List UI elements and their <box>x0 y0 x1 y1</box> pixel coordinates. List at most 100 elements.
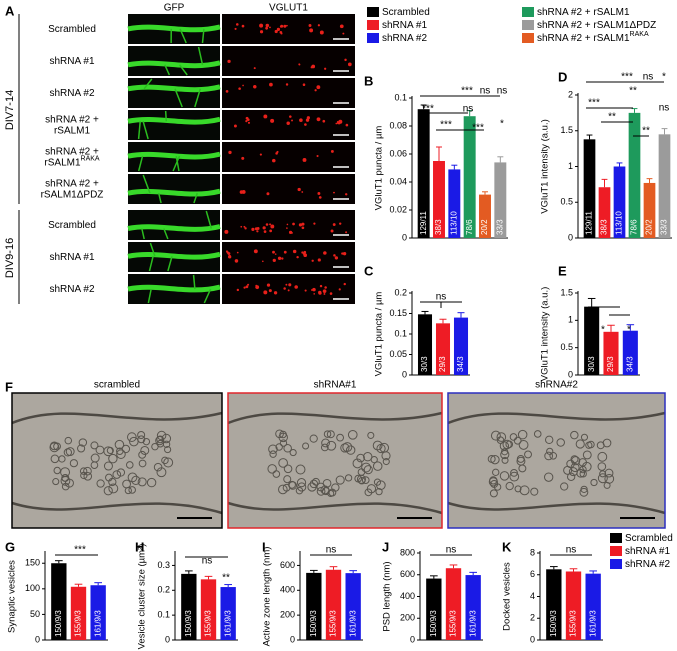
vglut1-image <box>222 110 355 140</box>
y-axis-label: Docked vesicles <box>502 562 513 631</box>
vesicle <box>279 439 288 447</box>
branch <box>157 193 162 204</box>
vesicle <box>103 486 113 496</box>
punctum <box>303 253 308 258</box>
punctum <box>301 226 305 230</box>
n-label: 129/11 <box>585 211 594 235</box>
punctum <box>333 254 336 257</box>
punctum <box>285 283 288 286</box>
legend-label: shRNA #2 + rSALM1RAKA <box>537 31 649 44</box>
punctum <box>263 290 268 295</box>
punctum <box>341 252 344 255</box>
branch <box>167 256 173 272</box>
vesicle <box>326 440 337 451</box>
vesicle <box>96 479 105 488</box>
vesicle <box>105 473 113 482</box>
row-label-text: shRNA #1 <box>49 252 94 263</box>
significance-label: * <box>601 325 605 336</box>
punctum <box>272 250 275 254</box>
vesicle <box>327 489 335 498</box>
vesicle <box>112 470 122 479</box>
vesicle <box>64 436 73 445</box>
punctum <box>286 121 290 126</box>
significance-label: *** <box>461 86 473 97</box>
vesicle <box>83 471 93 481</box>
punctum <box>324 67 327 70</box>
punctum <box>301 191 304 193</box>
vesicle <box>510 469 518 477</box>
y-tick-label: 6 <box>530 569 535 579</box>
gfp-image <box>128 78 220 108</box>
panel-label: K <box>502 539 512 554</box>
y-tick-label: 200 <box>280 610 295 620</box>
vesicle <box>52 478 60 486</box>
punctum <box>270 118 275 123</box>
vesicle <box>316 486 326 496</box>
membrane <box>227 501 443 515</box>
legend-label: shRNA #2 + rSALM1ΔPDZ <box>537 20 656 31</box>
punctum <box>253 67 256 70</box>
vesicle <box>131 475 141 486</box>
significance-label: ns <box>463 104 474 115</box>
y-tick-label: 8 <box>530 547 535 557</box>
bar <box>435 323 451 375</box>
vesicle <box>283 475 292 484</box>
punctum <box>262 226 266 230</box>
vesicle <box>544 451 553 461</box>
punctum <box>269 82 273 87</box>
dendrite <box>127 224 221 232</box>
legend-text: shRNA #2 + rSALM1 <box>537 33 630 44</box>
vesicle <box>545 435 554 445</box>
significance-label: * <box>662 72 666 83</box>
n-label: 150/9/3 <box>429 610 438 637</box>
legend-label: shRNA #2 <box>625 559 670 570</box>
legend-text: shRNA #2 <box>382 33 427 44</box>
vesicle <box>604 468 614 478</box>
punctum <box>322 119 326 123</box>
bar <box>583 139 596 238</box>
n-label: 161/9/3 <box>93 610 102 637</box>
punctum <box>323 251 327 255</box>
y-tick-label: 0.02 <box>389 204 407 214</box>
n-label: 30/3 <box>587 356 596 372</box>
vesicle <box>127 432 137 442</box>
n-label: 150/9/3 <box>309 610 318 637</box>
branch <box>179 28 187 44</box>
row-label-text: Scrambled <box>48 220 96 231</box>
punctum <box>269 223 272 226</box>
punctum <box>334 256 339 260</box>
punctum <box>277 256 282 261</box>
punctum <box>291 119 293 122</box>
vesicle <box>309 434 318 443</box>
significance-label: * <box>500 119 504 130</box>
y-tick-label: 800 <box>400 547 415 557</box>
legend-label: shRNA #1 <box>625 546 670 557</box>
punctum <box>245 119 248 123</box>
row-label-text: shRNA #1 <box>49 56 94 67</box>
panel-label: J <box>382 539 389 554</box>
vesicle <box>335 475 345 485</box>
vesicle <box>500 450 510 460</box>
vesicle <box>53 466 61 475</box>
y-tick-label: 150 <box>25 558 40 568</box>
punctum <box>311 259 314 262</box>
punctum <box>269 229 273 233</box>
vesicle <box>597 473 608 484</box>
vesicle <box>267 464 277 474</box>
vesicle <box>342 442 353 453</box>
punctum <box>244 227 247 230</box>
vesicle <box>128 486 136 494</box>
y-tick-label: 1.5 <box>560 125 573 135</box>
n-label: 150/9/3 <box>549 610 558 637</box>
punctum <box>228 255 232 259</box>
vesicle <box>563 465 573 475</box>
vesicle <box>530 487 539 496</box>
y-tick-label: 0.3 <box>157 560 170 570</box>
punctum <box>236 288 240 292</box>
vesicle <box>106 446 114 455</box>
vesicle <box>490 430 501 441</box>
punctum <box>301 222 305 226</box>
vesicle <box>381 451 391 461</box>
vesicle <box>490 480 499 488</box>
branch <box>163 228 169 240</box>
